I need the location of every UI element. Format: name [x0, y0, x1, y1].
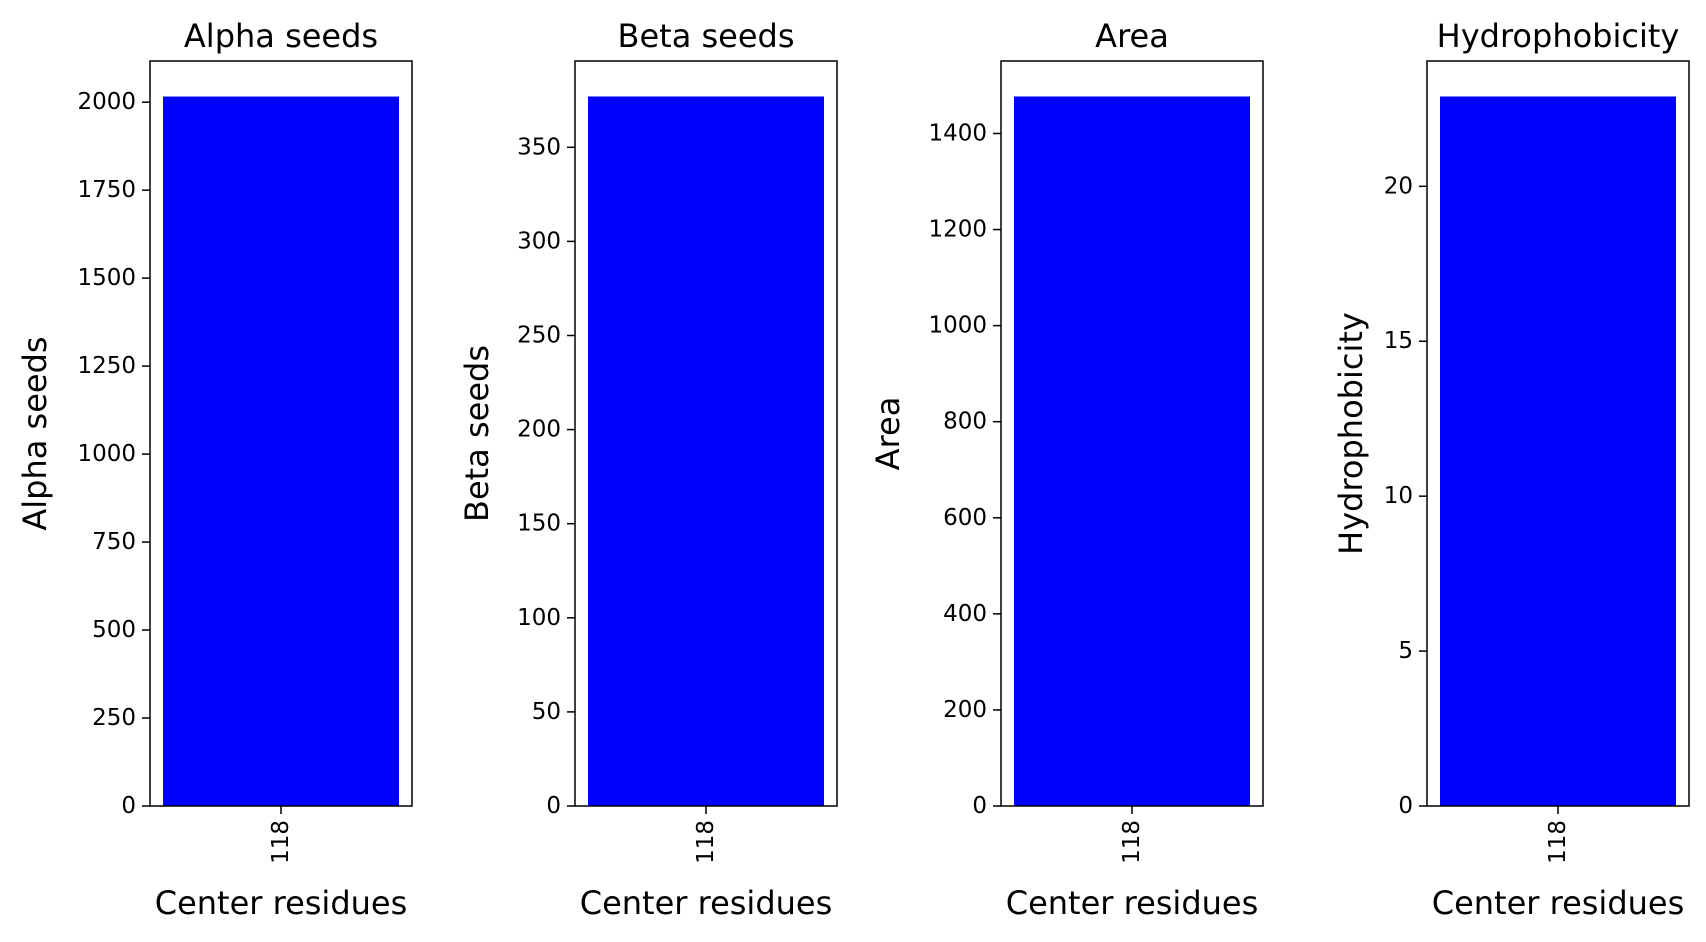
chart3-group: 118 0 200 400 600 800 1000 1200 1400 Area Center r… — [869, 17, 1264, 922]
chart2-group: 118 0 50 100 150 200 250 300 350 Beta seeds Center… — [458, 17, 838, 922]
chart2-ytick-label-5: 200 — [517, 417, 561, 443]
chart2-xtick-label-1: 118 — [693, 820, 719, 864]
chart1-group: 118 0 250 500 750 1000 1250 1500 1750 2000 Alpha s… — [16, 17, 413, 922]
chart3-ytick-label-2: 200 — [943, 697, 987, 723]
chart3-ytick-label-6: 1000 — [928, 313, 987, 339]
chart4-xtick-label-1: 118 — [1545, 820, 1571, 864]
chart3-title: Area — [1095, 17, 1169, 55]
chart1-xtick-label-1: 118 — [268, 820, 294, 864]
chart3-bar-1 — [1014, 96, 1250, 806]
chart4-ytick-label-4: 15 — [1384, 328, 1413, 354]
chart1-ytick-label-2: 250 — [92, 705, 136, 731]
chart4-ytick-label-2: 5 — [1398, 638, 1413, 664]
chart4-axes-frame — [1426, 60, 1690, 807]
chart1-ytick-label-7: 1500 — [77, 265, 136, 291]
chart3-axes-frame — [1000, 60, 1264, 807]
chart4-ytick-label-5: 20 — [1384, 173, 1413, 199]
chart1-ytick-label-8: 1750 — [77, 177, 136, 203]
chart2-ytick-label-3: 100 — [517, 605, 561, 631]
chart4-ylabel: Hydrophobicity — [1332, 312, 1370, 555]
chart3-ytick-label-4: 600 — [943, 505, 987, 531]
chart1-axes-frame — [149, 60, 413, 807]
chart2-bar-1 — [588, 96, 824, 806]
chart4-group: 118 0 5 10 15 20 Hydrophobicity Center residues… — [1332, 17, 1690, 922]
chart3-ytick-label-3: 400 — [943, 601, 987, 627]
chart4-ytick-label-3: 10 — [1384, 483, 1413, 509]
chart3-ylabel: Area — [869, 397, 907, 471]
chart2-ytick-label-6: 250 — [517, 322, 561, 348]
chart1-ytick-label-1: 0 — [121, 793, 136, 819]
chart2-ytick-label-7: 300 — [517, 228, 561, 254]
chart2-title: Beta seeds — [618, 17, 795, 55]
chart1-ytick-label-6: 1250 — [77, 353, 136, 379]
chart1-ytick-label-5: 1000 — [77, 441, 136, 467]
chart1-ytick-label-3: 500 — [92, 617, 136, 643]
chart3-ytick-label-5: 800 — [943, 409, 987, 435]
chart1-ytick-label-4: 750 — [92, 529, 136, 555]
chart3-xtick-label-1: 118 — [1119, 820, 1145, 864]
chart2-ytick-label-1: 0 — [546, 793, 561, 819]
chart4-bar-1 — [1440, 96, 1676, 806]
chart1-bar-1 — [163, 96, 399, 807]
chart3-ytick-label-8: 1400 — [928, 120, 987, 146]
chart2-ytick-label-4: 150 — [517, 511, 561, 537]
chart3-xlabel: Center residues — [1006, 884, 1259, 922]
chart4-title: Hydrophobicity — [1437, 17, 1680, 55]
chart3-ytick-label-1: 0 — [972, 793, 987, 819]
chart4-ytick-label-1: 0 — [1398, 793, 1413, 819]
chart4-xlabel: Center residues — [1432, 884, 1685, 922]
chart1-xlabel: Center residues — [155, 884, 408, 922]
chart1-title: Alpha seeds — [184, 17, 378, 55]
chart1-ylabel: Alpha seeds — [16, 336, 54, 530]
chart2-ylabel: Beta seeds — [458, 345, 496, 522]
chart1-ytick-label-9: 2000 — [77, 89, 136, 115]
chart2-xlabel: Center residues — [580, 884, 833, 922]
chart3-ytick-label-7: 1200 — [928, 217, 987, 243]
chart2-axes-frame — [574, 60, 838, 807]
chart2-ytick-label-8: 350 — [517, 134, 561, 160]
chart2-ytick-label-2: 50 — [532, 699, 561, 725]
